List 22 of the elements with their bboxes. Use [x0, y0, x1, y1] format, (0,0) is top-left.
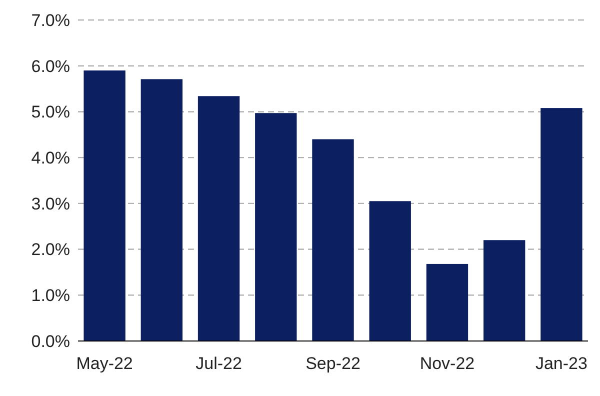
- y-tick-label: 3.0%: [31, 194, 70, 214]
- x-tick-label: May-22: [76, 354, 133, 373]
- y-tick-label: 2.0%: [31, 240, 70, 260]
- bar: [426, 264, 468, 341]
- bar: [198, 96, 240, 341]
- bar: [369, 201, 411, 341]
- y-tick-label: 4.0%: [31, 148, 70, 168]
- y-tick-label: 5.0%: [31, 102, 70, 122]
- bar: [540, 108, 582, 341]
- y-tick-label: 7.0%: [31, 10, 70, 30]
- y-tick-label: 6.0%: [31, 56, 70, 76]
- y-tick-label: 1.0%: [31, 286, 70, 306]
- x-tick-label: Jan-23: [535, 354, 588, 373]
- x-tick-label: Jul-22: [196, 354, 242, 373]
- x-tick-label: Nov-22: [420, 354, 475, 373]
- x-tick-label: Sep-22: [306, 354, 360, 373]
- bar: [483, 240, 526, 341]
- bar: [140, 79, 183, 341]
- y-tick-label: 0.0%: [31, 332, 70, 351]
- bar: [84, 70, 126, 341]
- bar: [312, 139, 354, 341]
- bar: [255, 113, 297, 341]
